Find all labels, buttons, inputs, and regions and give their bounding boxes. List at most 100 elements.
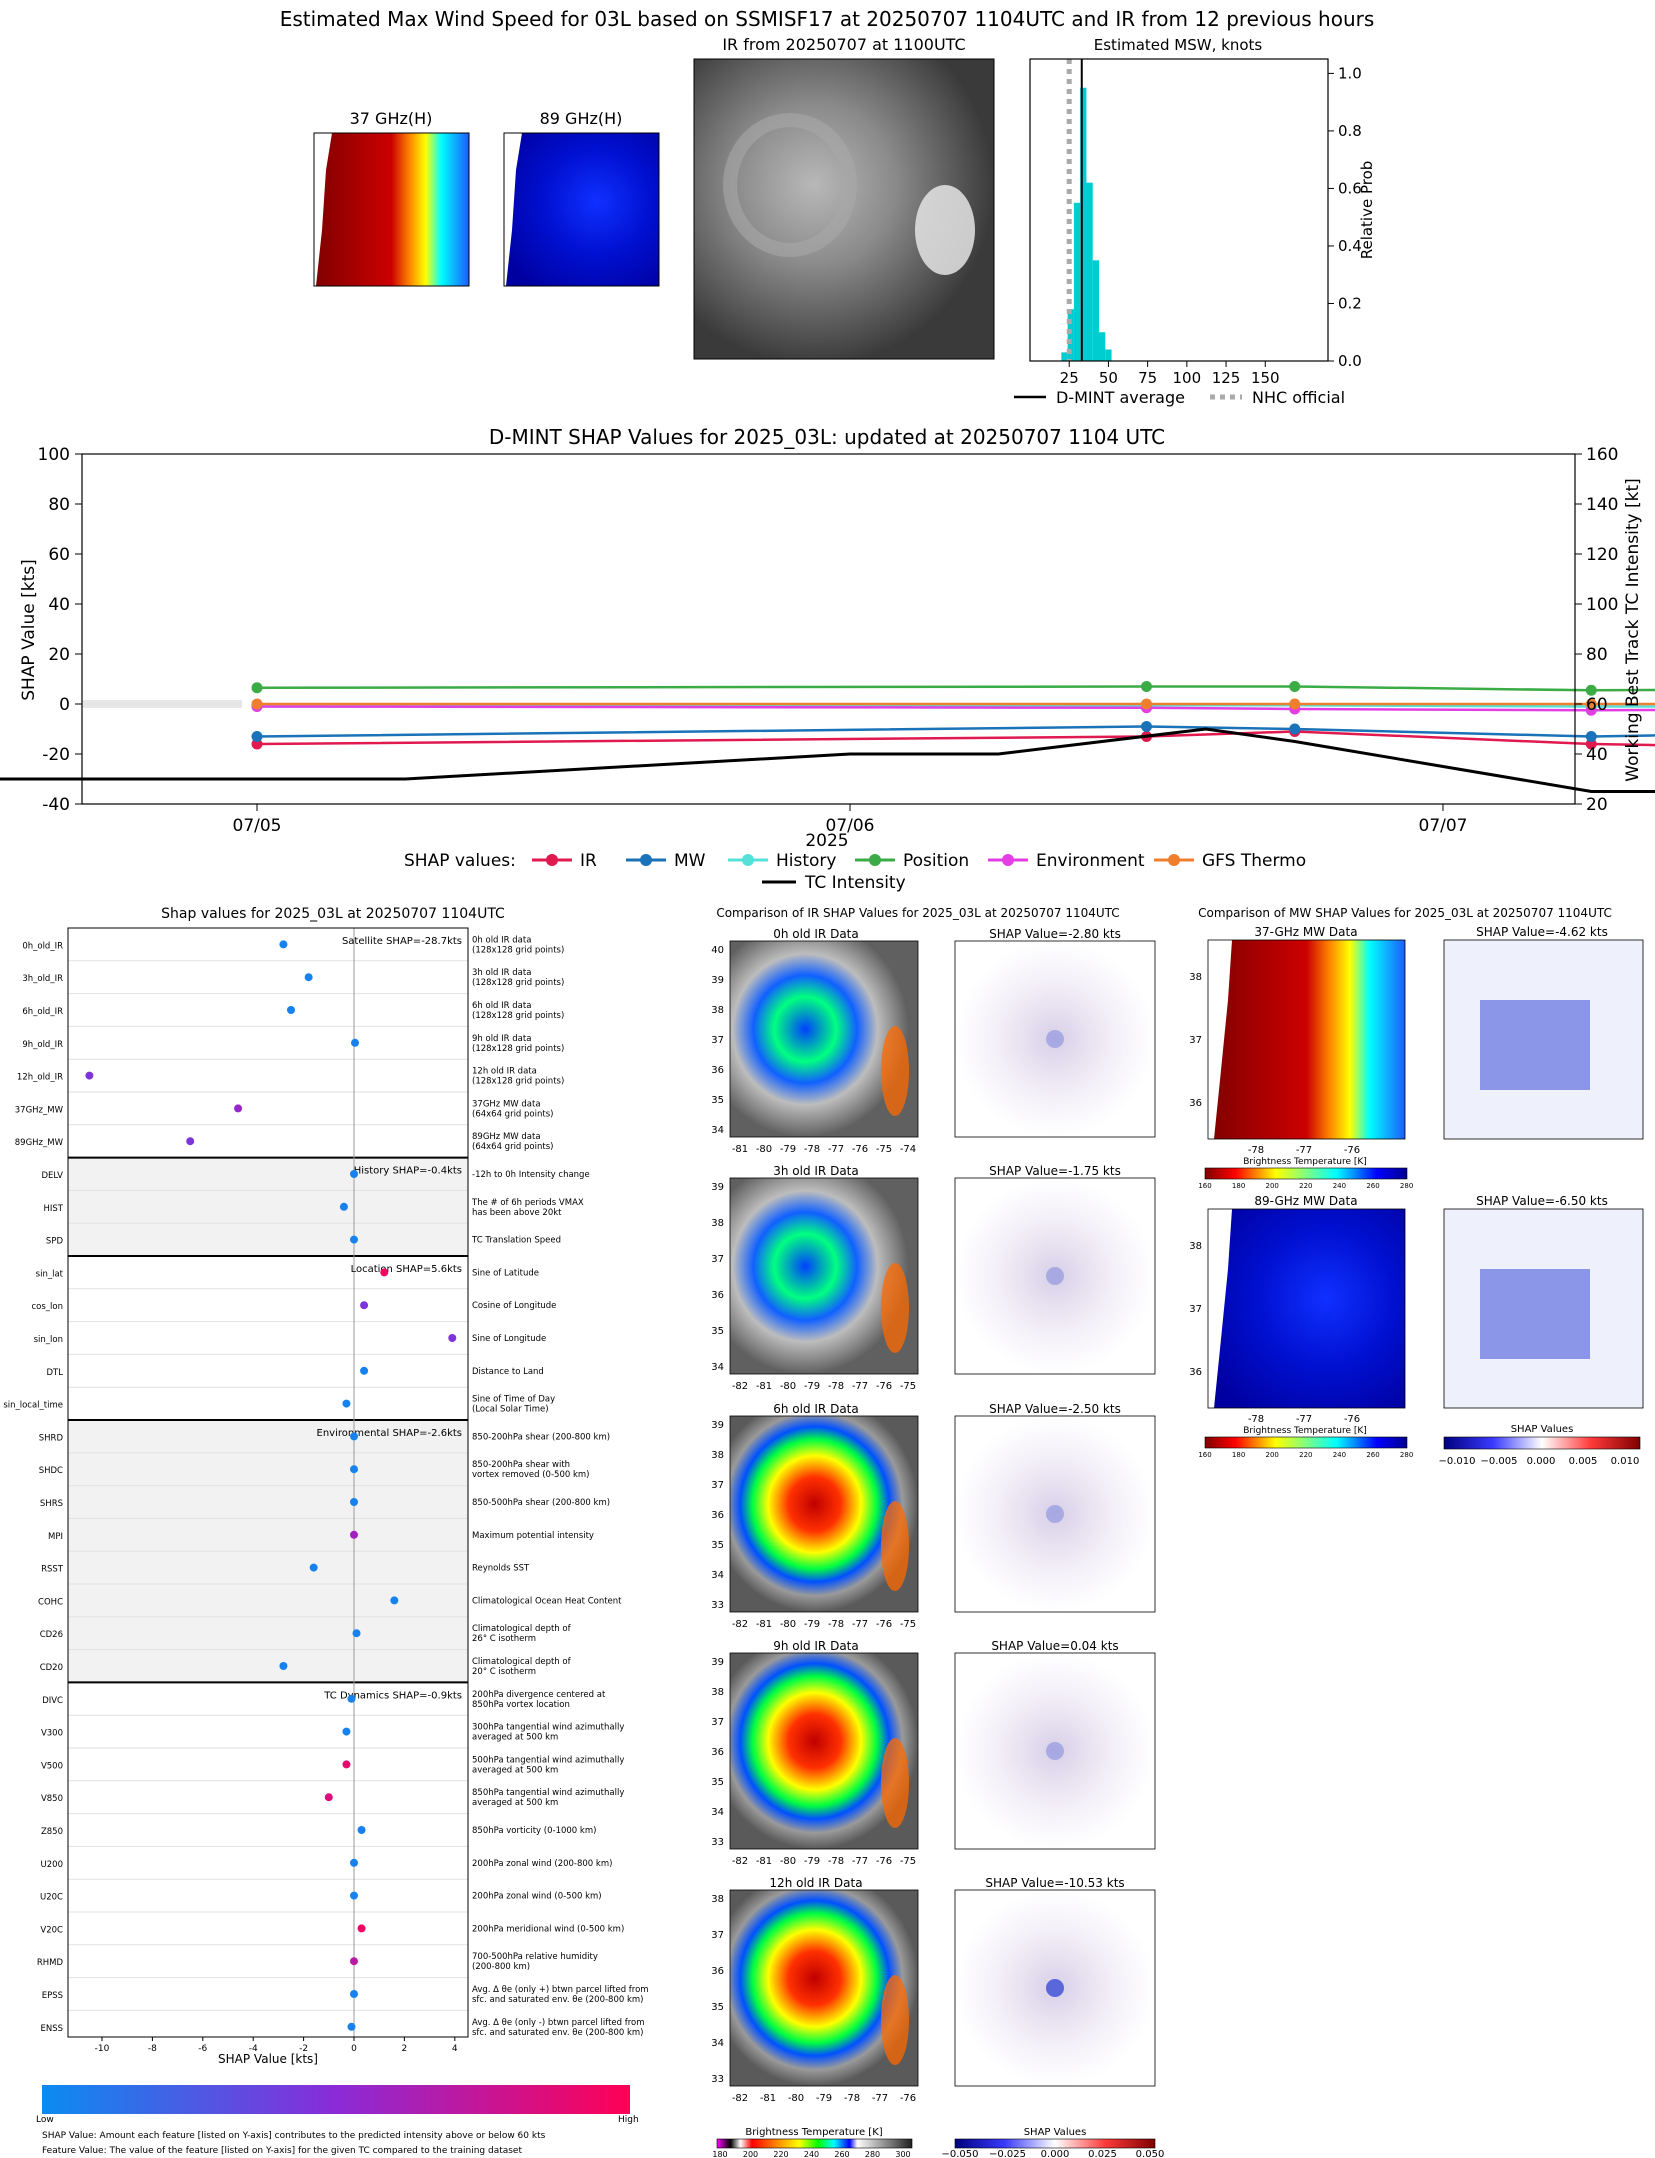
shap-feature-name: ENSS [40,2024,63,2034]
ir-panel-y-tick-label: 38 [711,1005,724,1016]
timeline-right-tick-label: 80 [1586,645,1608,665]
ir-shap-colorbar [954,2138,1156,2149]
mw-shap-frame [1443,939,1644,1140]
shap-feature-name: 89GHz_MW [15,1138,64,1148]
shap-feature-description: 850-200hPa shear (200-800 km) [472,1432,610,1442]
shap-group-label: TC Dynamics SHAP=-0.9kts [323,1690,462,1701]
legend-marker [869,854,881,866]
shap-feature-description: 12h old IR data [472,1067,537,1077]
ir-panel-frame [729,940,919,1138]
mw-colorbar-tick-label: 260 [1366,1451,1379,1459]
shap-feature-description: 0h old IR data [472,935,531,945]
histogram-reference-lines [1066,59,1083,361]
shap-feature-dot [350,1498,358,1506]
shap-feature-name: HIST [44,1204,64,1214]
shap-feature-description: Climatological depth of [472,1624,572,1634]
ir-panel-y-tick-label: 33 [711,1600,724,1611]
ir-panel-x-tick-label: -76 [876,1856,892,1867]
timeline-left-tick-label: -40 [42,795,70,815]
shap-feature-description: 300hPa tangential wind azimuthally [472,1723,624,1733]
ir-shap-center [1046,1505,1064,1523]
mw-shap-colorbar-tick-label: 0.010 [1611,1456,1640,1467]
timeline-right-tick-label: 160 [1586,445,1618,465]
ir-panel-x-tick-label: -78 [804,1144,820,1155]
legend-label: Position [903,851,969,871]
shap-feature-name: DIVC [42,1696,63,1706]
shap-x-tick-label: -6 [198,2044,207,2054]
ir-panel-y-tick-label: 33 [711,1837,724,1848]
timeline-xlabel: 2025 [805,831,848,851]
shap-feature-frame [67,927,469,2038]
ir-panel-y-tick-label: 36 [711,1966,724,1977]
timeline-left-tick-label: 40 [48,595,70,615]
mw89-thumbnail-image [504,133,659,286]
ir-colorbar-tick-label: 280 [865,2150,880,2158]
histogram-x-tick-label: 125 [1212,369,1241,387]
shap-feature-description: 200hPa divergence centered at [472,1690,606,1700]
ir-panel-x-tick-label: -79 [804,1381,820,1392]
shap-feature-description: Avg. Δ θe (only +) btwn parcel lifted fr… [472,1985,649,1995]
shap-group-label: History SHAP=-0.4kts [354,1166,462,1177]
shap-feature-description: Climatological Ocean Heat Content [472,1596,622,1606]
ir-panel-x-tick-label: -78 [828,1856,844,1867]
ir-panel-convection [881,1026,909,1116]
histogram-bar [1080,87,1087,361]
shap-feature-name: 0h_old_IR [22,941,63,951]
histogram-bar [1099,332,1106,361]
ir-panel-x-tick-label: -77 [852,1381,868,1392]
shap-feature-name: V20C [40,1925,63,1935]
shap-feature-name: DELV [41,1171,63,1181]
shap-feature-description: (128x128 grid points) [472,945,564,955]
shap-feature-description: Avg. Δ θe (only -) btwn parcel lifted fr… [472,2018,645,2028]
histogram-y-tick-label: 0.0 [1338,352,1362,370]
timeline-ylabel-right: Working Best Track TC Intensity [kt] [1623,478,1643,782]
shap-feature-name: U20C [40,1893,63,1903]
msw-histogram: Estimated MSW, knots 25 50 75 100 125 150 0.0… [1014,36,1376,407]
shap-feature-name: CD20 [40,1663,63,1673]
shap-feature-description: sfc. and saturated env. θe (200-800 km) [472,2028,644,2038]
ir-panel-0: 0h old IR Data 40 39 38 37 36 35 34 -81 -80 -79 -78… [711,927,1156,1155]
ir-panel-x-tick-label: -78 [828,1381,844,1392]
shap-feature-dot [186,1137,195,1146]
shap-xlabel: SHAP Value [kts] [218,2052,318,2066]
ir-shap-frame [954,940,1156,1138]
mw-colorbar-tick-label: 240 [1333,1182,1346,1190]
ir-panel-y-tick-label: 35 [711,1095,724,1106]
histogram-bar [1061,352,1068,361]
timeline-point [1141,681,1152,692]
mw-panel-image [1208,940,1405,1139]
ir-shap-map [955,941,1155,1137]
ir-panel-y-tick-label: 36 [711,1065,724,1076]
ir-shap-frame [954,1889,1156,2087]
shap-feature-dot [350,1891,358,1900]
shap-feature-name: SPD [46,1237,64,1247]
shap-feature-description: 200hPa meridional wind (0-500 km) [472,1924,624,1934]
shap-feature-dot [390,1596,399,1605]
mw-panel-y-tick-label: 37 [1189,1304,1202,1315]
ir-current-panel: IR from 20250707 at 1100UTC [693,35,995,360]
timeline-line-mw [256,725,1655,738]
shap-x-tick-label: 4 [452,2044,458,2054]
mw-shap-colorbar-tick-label: 0.005 [1569,1456,1598,1467]
ir-shap-center [1046,1267,1064,1285]
legend-label: GFS Thermo [1202,851,1306,871]
ir-panel-frame [729,1889,919,2087]
ir-shap-frame [954,1415,1156,1613]
ir-panel-x-tick-label: -82 [732,1381,748,1392]
mw-colorbar-tick-label: 160 [1198,1451,1211,1459]
shap-feature-dot [350,1170,358,1178]
timeline-ylabel: SHAP Value [kts] [19,559,39,701]
ir-shap-colorbar-tick-label: −0.025 [989,2149,1026,2158]
shap-x-tick-label: 2 [402,2044,408,2054]
timeline-left-tick-label: 60 [48,545,70,565]
ir-colorbar-ticks: 180 200 220 240 260 280 300 [712,2150,910,2158]
histogram-bar [1105,349,1112,361]
mw-panel-x-tick-label: -78 [1248,1145,1264,1156]
mw-comparison: Comparison of MW SHAP Values for 2025_03… [1189,906,1644,1467]
ir-panel-y-tick-label: 33 [711,2074,724,2085]
ir-panel-2: 6h old IR Data 39 38 37 36 35 34 33 -82 -81 -80 -79… [711,1402,1156,1630]
shap-note-1: SHAP Value: Amount each feature [listed … [42,2131,546,2141]
shap-feature-dot [448,1334,457,1342]
ir-panel-y-tick-label: 37 [711,1480,724,1491]
